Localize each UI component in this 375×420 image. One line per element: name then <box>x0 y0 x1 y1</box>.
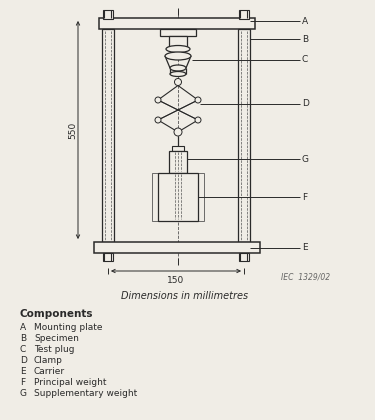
Text: A: A <box>302 16 308 26</box>
Ellipse shape <box>166 45 190 52</box>
Text: G: G <box>302 155 309 163</box>
Text: Dimensions in millimetres: Dimensions in millimetres <box>122 291 249 301</box>
Circle shape <box>155 117 161 123</box>
Bar <box>103 253 113 261</box>
Ellipse shape <box>170 71 186 76</box>
Text: A: A <box>20 323 26 332</box>
Text: D: D <box>20 356 27 365</box>
Text: F: F <box>302 192 307 202</box>
Text: Principal weight: Principal weight <box>34 378 106 387</box>
Bar <box>169 36 187 48</box>
Text: E: E <box>302 244 307 252</box>
Circle shape <box>174 128 182 136</box>
Bar <box>172 146 184 151</box>
Ellipse shape <box>170 65 186 71</box>
Text: Specimen: Specimen <box>34 334 79 343</box>
Text: B: B <box>20 334 26 343</box>
Text: C: C <box>20 345 26 354</box>
Bar <box>169 151 187 173</box>
Text: 150: 150 <box>167 276 184 285</box>
Text: Carrier: Carrier <box>34 367 65 376</box>
Bar <box>239 253 249 261</box>
Bar <box>239 10 249 19</box>
Text: G: G <box>20 389 27 398</box>
Ellipse shape <box>165 52 191 60</box>
Text: E: E <box>20 367 26 376</box>
Circle shape <box>195 97 201 103</box>
Text: Supplementary weight: Supplementary weight <box>34 389 137 398</box>
Text: Test plug: Test plug <box>34 345 75 354</box>
Bar <box>99 18 255 29</box>
Text: Components: Components <box>20 309 93 319</box>
Text: Mounting plate: Mounting plate <box>34 323 102 332</box>
Circle shape <box>155 97 161 103</box>
Bar <box>103 10 113 19</box>
Circle shape <box>195 117 201 123</box>
Bar <box>94 242 260 253</box>
Bar <box>238 29 250 242</box>
Text: C: C <box>302 55 308 65</box>
Bar <box>152 173 204 221</box>
Text: Clamp: Clamp <box>34 356 63 365</box>
Bar <box>158 173 198 221</box>
Bar <box>160 29 196 36</box>
Circle shape <box>174 79 182 86</box>
Bar <box>102 29 114 242</box>
Text: IEC  1329/02: IEC 1329/02 <box>281 272 330 281</box>
Text: 550: 550 <box>69 121 78 139</box>
Text: B: B <box>302 34 308 44</box>
Text: F: F <box>20 378 25 387</box>
Text: D: D <box>302 100 309 108</box>
